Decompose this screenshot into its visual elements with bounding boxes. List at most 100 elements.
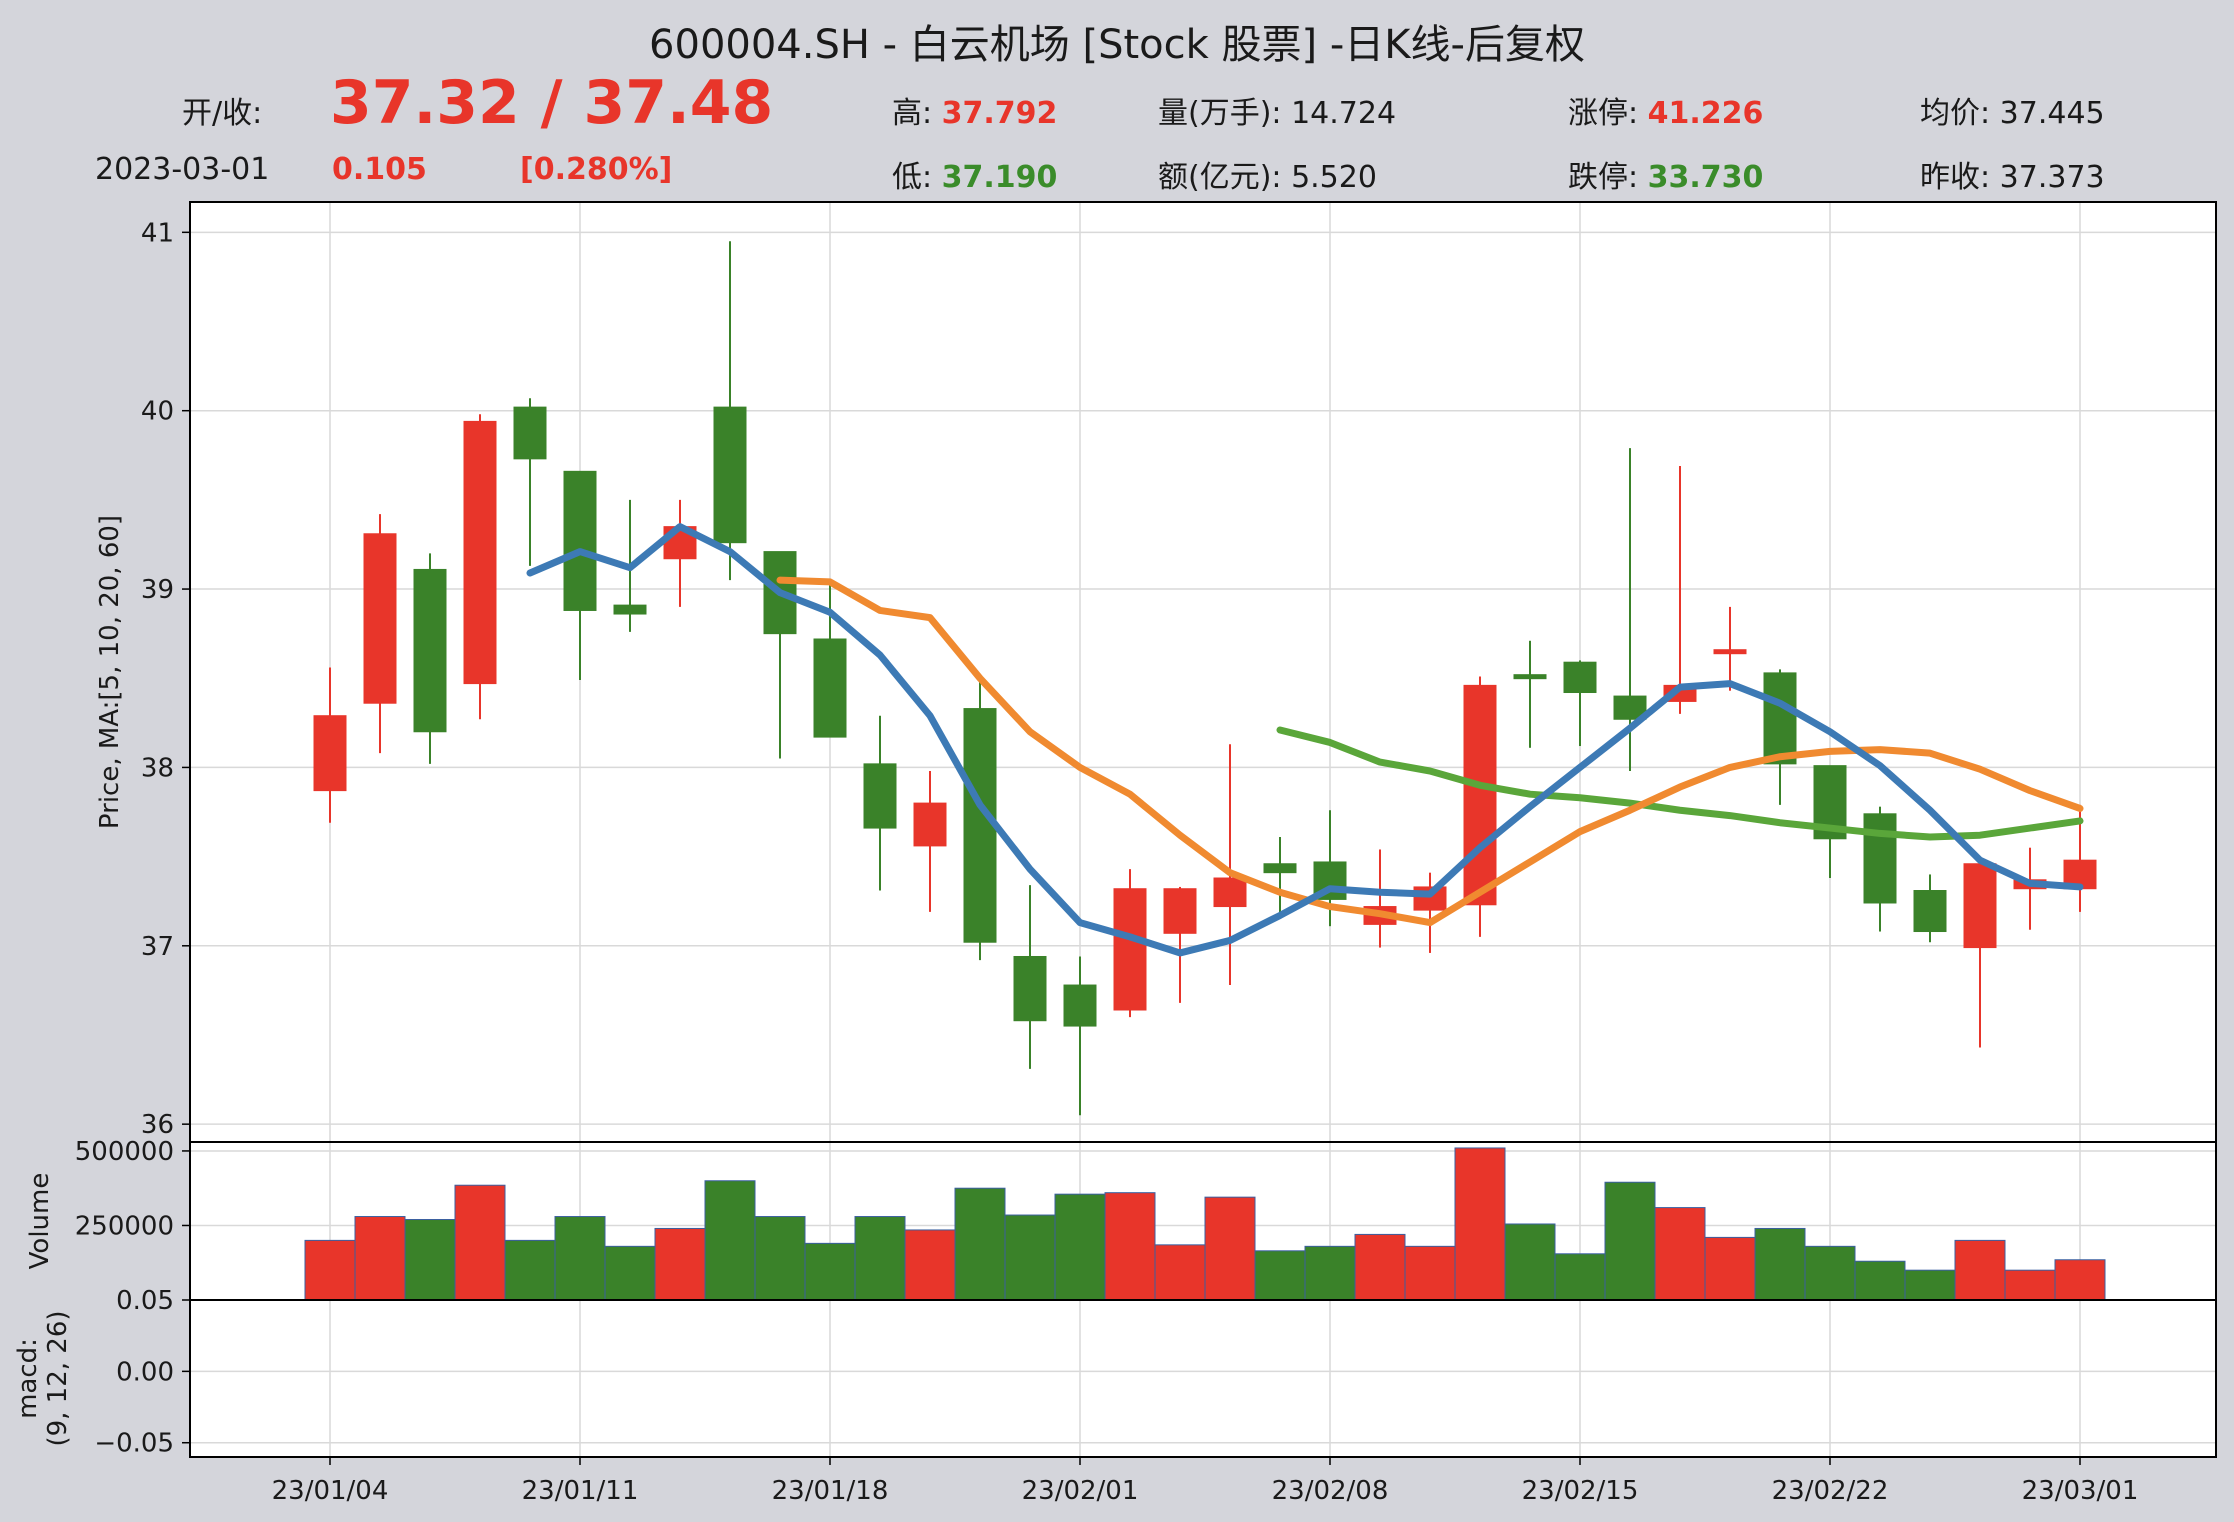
volume-bar: [1054, 1193, 1106, 1301]
limit-up-stat: 涨停: 41.226: [1568, 88, 1763, 132]
prev-close-stat: 昨收: 37.373: [1920, 152, 2105, 196]
candle-body: [1213, 877, 1247, 908]
price-change-pct: [0.280%]: [520, 152, 673, 187]
avg-price-stat: 均价: 37.445: [1920, 88, 2105, 132]
candle-body: [1963, 863, 1997, 949]
panel-border: [189, 1299, 2217, 1458]
x-tick-label: 23/02/08: [1272, 1476, 1389, 1506]
candle-body: [413, 568, 447, 733]
volume-bar: [554, 1216, 606, 1301]
chart-title: 600004.SH - 白云机场 [Stock 股票] -日K线-后复权: [649, 22, 1585, 68]
volume-bar: [354, 1216, 406, 1301]
candle-body: [763, 551, 797, 635]
x-tick-label: 23/01/18: [772, 1476, 889, 1506]
candle-body: [1013, 955, 1047, 1022]
price-panel: [190, 202, 2216, 1142]
candle-body: [963, 708, 997, 943]
candle-body: [613, 604, 647, 615]
amount-label: 额(亿元):: [1158, 160, 1292, 195]
macd-tick-label: 0.00: [116, 1357, 174, 1387]
volume-bar: [904, 1229, 956, 1301]
volume-bar: [504, 1239, 556, 1301]
volume-bar: [1804, 1245, 1856, 1301]
price-tick-label: 39: [141, 575, 174, 605]
volume-bar: [1404, 1245, 1456, 1301]
volume-bar: [1454, 1147, 1506, 1301]
price-tick-label: 38: [141, 753, 174, 783]
volume-value: 14.724: [1291, 96, 1397, 131]
volume-bar: [1104, 1192, 1156, 1301]
volume-bar: [1554, 1253, 1606, 1301]
candle-body: [313, 715, 347, 792]
volume-bar: [1504, 1223, 1556, 1301]
x-tick-label: 23/02/01: [1022, 1476, 1139, 1506]
trade-date: 2023-03-01: [95, 152, 270, 187]
volume-bar: [1754, 1227, 1806, 1301]
amount-value: 5.520: [1291, 160, 1377, 195]
candle-body: [563, 470, 597, 611]
volume-bar: [1704, 1236, 1756, 1301]
volume-bar: [754, 1216, 806, 1301]
volume-bar: [1854, 1260, 1906, 1301]
volume-bar: [1304, 1245, 1356, 1301]
open-close-label: 开/收:: [182, 96, 263, 131]
high-stat: 高: 37.792: [892, 88, 1057, 132]
volume-axis-label: Volume: [25, 1173, 55, 1270]
high-value: 37.792: [941, 96, 1058, 131]
volume-bar: [1204, 1196, 1256, 1301]
candle-body: [1463, 684, 1497, 906]
volume-bar: [1004, 1214, 1056, 1301]
ma5-line: [526, 523, 2084, 957]
limit-up-label: 涨停:: [1568, 96, 1648, 131]
candle-body: [1513, 674, 1547, 680]
limit-up-value: 41.226: [1647, 96, 1764, 131]
x-tick-label: 23/02/15: [1522, 1476, 1639, 1506]
candle-body: [1063, 984, 1097, 1027]
macd-panel: [190, 1300, 2216, 1457]
limit-down-value: 33.730: [1647, 160, 1764, 195]
volume-bar: [604, 1245, 656, 1301]
candle-body: [1713, 649, 1747, 655]
volume-bar: [804, 1242, 856, 1301]
price-axis-label: Price, MA:[5, 10, 20, 60]: [95, 515, 125, 829]
avg-price-label: 均价:: [1920, 96, 2000, 131]
candle-body: [1913, 890, 1947, 933]
candle-body: [363, 533, 397, 704]
volume-tick-label: 500000: [75, 1137, 174, 1167]
candle-body: [863, 763, 897, 829]
price-tick-label: 36: [141, 1110, 174, 1140]
macd-axis-label-line1: macd:: [13, 1338, 43, 1419]
volume-bar: [854, 1216, 906, 1301]
volume-tick-label: 250000: [75, 1211, 174, 1241]
low-value: 37.190: [941, 160, 1058, 195]
high-label: 高:: [892, 96, 942, 131]
price-change: 0.105: [332, 152, 427, 187]
candle-body: [913, 802, 947, 847]
volume-bar: [1354, 1233, 1406, 1301]
limit-down-label: 跌停:: [1568, 160, 1648, 195]
volume-stat: 量(万手): 14.724: [1158, 88, 1396, 132]
open-close-value: 37.32 / 37.48: [330, 68, 774, 138]
volume-label: 量(万手):: [1158, 96, 1292, 131]
macd-tick-label: 0.05: [116, 1286, 174, 1316]
candle-body: [513, 406, 547, 460]
avg-price-value: 37.445: [1999, 96, 2105, 131]
price-tick-label: 37: [141, 932, 174, 962]
candle-body: [1563, 661, 1597, 694]
candle-body: [813, 638, 847, 738]
x-tick-label: 23/03/01: [2022, 1476, 2139, 1506]
amount-stat: 额(亿元): 5.520: [1158, 152, 1377, 196]
candle-body: [1163, 888, 1197, 934]
volume-bar: [1904, 1269, 1956, 1301]
prev-close-value: 37.373: [1999, 160, 2105, 195]
volume-bar: [1254, 1250, 1306, 1301]
candle-body: [1613, 695, 1647, 720]
candle-body: [463, 420, 497, 685]
volume-bar: [704, 1180, 756, 1301]
volume-bar: [2054, 1259, 2106, 1301]
candle-body: [1113, 888, 1147, 1011]
volume-bar: [2004, 1269, 2056, 1301]
volume-bar: [1954, 1239, 2006, 1301]
candle-body: [1763, 672, 1797, 765]
